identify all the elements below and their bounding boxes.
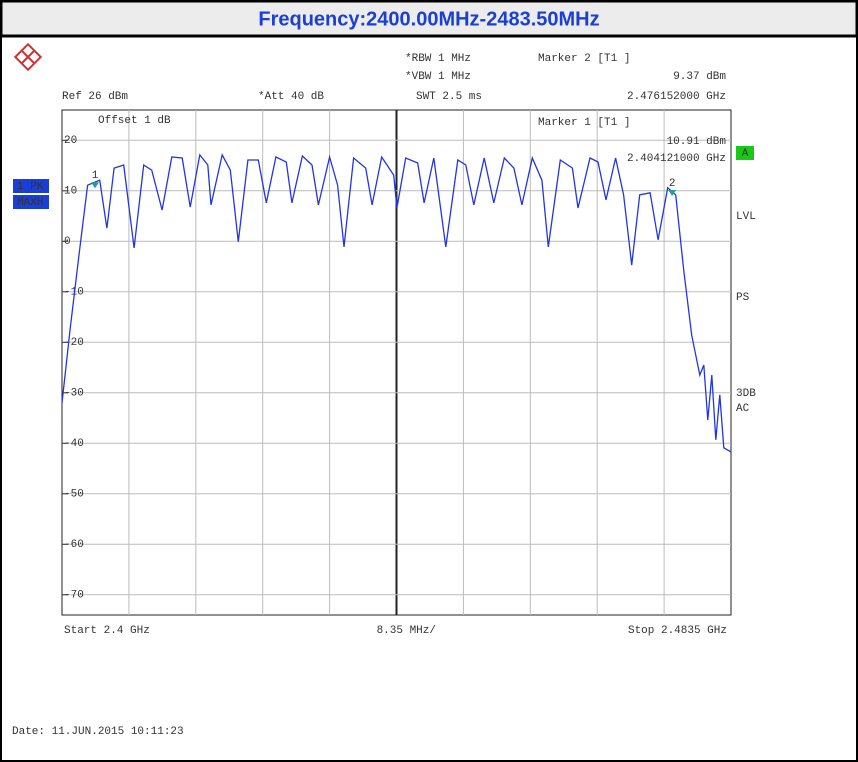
y-tick-label: 20 [64,135,77,147]
y-tick-label: -30 [64,388,84,400]
annotation: A [742,148,749,160]
annotation: SWT 2.5 ms [416,91,482,103]
y-tick-label: -50 [64,489,84,501]
header-bar [1,1,857,37]
annotation: 1 PK [17,181,44,193]
header-title: Frequency:2400.00MHz-2483.50MHz [258,8,599,30]
annotation: *RBW 1 MHz [405,53,471,65]
y-tick-label: 0 [64,236,71,248]
annotation: *VBW 1 MHz [405,71,471,83]
annotation: 8.35 MHz/ [377,625,436,637]
label-box [736,146,754,160]
annotation: *Att 40 dB [258,91,324,103]
y-tick-label: -20 [64,337,84,349]
marker-label: 2 [669,178,676,190]
annotation: Stop 2.4835 GHz [628,625,727,637]
label-box [13,195,49,209]
annotation: 9.37 dBm [673,71,726,83]
marker-label: 1 [92,170,99,182]
annotation: Marker 2 [T1 ] [538,53,630,65]
y-tick-label: -60 [64,539,84,551]
marker [668,189,677,196]
trace [61,153,732,453]
annotation: 3DB [736,388,756,400]
annotation: Marker 1 [T1 ] [538,117,630,129]
annotation: Date: 11.JUN.2015 10:11:23 [12,726,184,738]
annotation: LVL [736,211,756,223]
annotation: MAXH [17,197,43,209]
annotation: Ref 26 dBm [62,91,128,103]
marker [91,182,100,189]
annotation: AC [736,403,750,415]
annotation: 2.476152000 GHz [627,91,726,103]
y-tick-label: 10 [64,186,77,198]
annotation: 2.404121000 GHz [627,153,726,165]
y-tick-label: -40 [64,438,84,450]
annotation: Offset 1 dB [98,115,171,127]
annotation: PS [736,292,750,304]
label-box [13,179,49,193]
logo [13,42,43,72]
annotation: Start 2.4 GHz [64,625,150,637]
y-tick-label: -70 [64,590,84,602]
annotation: 10.91 dBm [667,136,727,148]
